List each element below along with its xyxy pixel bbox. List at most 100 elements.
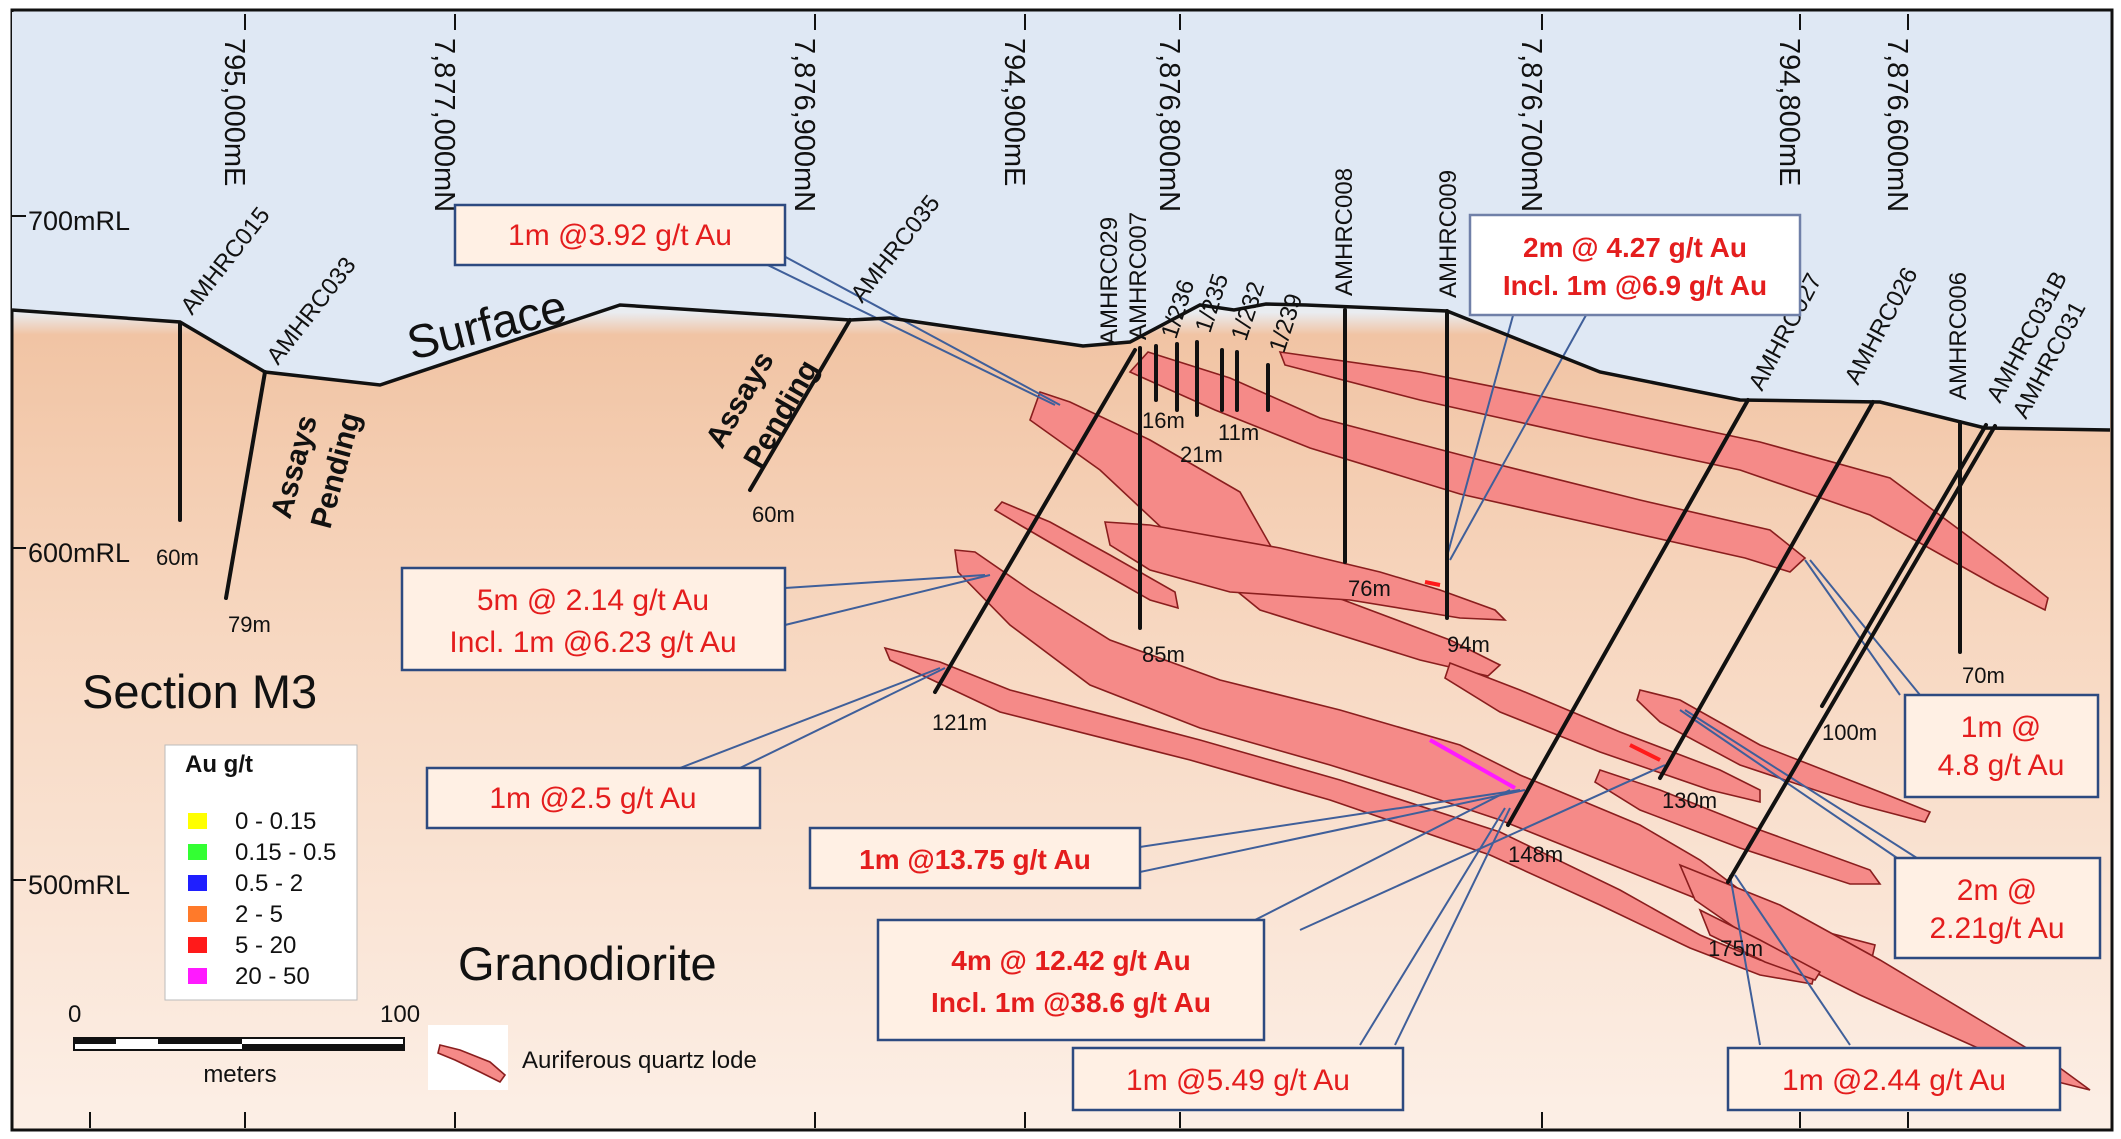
au-legend-label-1: 0 - 0.15 (235, 808, 316, 835)
au-legend: Au g/t 0 - 0.15 0.15 - 0.5 0.5 - 2 2 - 5… (164, 744, 358, 1001)
drillhole-amhrc027 (1506, 398, 1750, 827)
lode-2 (1128, 351, 1807, 573)
hole-depth-amhrc006: 70m (1962, 663, 2005, 688)
intercept-8-line-2: 4.8 g/t Au (1938, 749, 2065, 782)
intercept-8-line-1: 1m @ (1961, 711, 2041, 744)
hole-name-amhrc007: AMHRC007 (1125, 212, 1152, 340)
lode-10 (1594, 769, 1882, 885)
au-legend-swatch-4 (188, 906, 207, 922)
lode-4 (993, 501, 1180, 610)
intercept-1-line-1: 1m @3.92 g/t Au (508, 219, 732, 252)
hole-depth-amhrc033: 79m (228, 612, 271, 637)
intercept-label-9: 2m @ 2.21g/t Au (1893, 856, 2102, 960)
drillhole-amhrc029 (933, 348, 1137, 694)
coord-label-794800E: 794,800mE (1773, 38, 1805, 186)
hole-name-amhrc008: AMHRC008 (1331, 168, 1358, 296)
hole-depth-1-232: 11m (1218, 420, 1259, 445)
intercept-label-7: 1m @5.49 g/t Au (1071, 1046, 1405, 1112)
drillhole-amhrc026 (1658, 400, 1875, 780)
hole-name-amhrc029: AMHRC029 (1096, 217, 1123, 345)
rl-label-500: 500mRL (28, 870, 130, 900)
hole-depth-1-235: 21m (1180, 442, 1223, 467)
lode-5 (1103, 521, 1508, 621)
au-legend-swatch-3 (188, 875, 207, 891)
intercept-label-8: 1m @ 4.8 g/t Au (1903, 693, 2100, 799)
lode-legend-swatch (437, 1044, 507, 1084)
intercept-6-line-2: Incl. 1m @38.6 g/t Au (931, 987, 1211, 1018)
red-interval-1 (1424, 580, 1441, 587)
au-legend-label-5: 5 - 20 (235, 932, 296, 959)
coord-label-795000E: 795,000mE (218, 38, 250, 186)
coordinate-ticks (12, 14, 1909, 1128)
lode-12 (1698, 908, 1822, 981)
intercept-2-line-2: Incl. 1m @6.9 g/t Au (1503, 270, 1767, 301)
au-legend-swatch-1 (188, 813, 207, 829)
hole-name-amhrc006: AMHRC006 (1945, 272, 1972, 400)
scale-bar: 0 100 meters (68, 1001, 420, 1088)
coord-label-7876900N: 7,876,900mN (788, 38, 820, 212)
lode-9 (1636, 689, 1932, 823)
intercept-7-line-1: 1m @5.49 g/t Au (1126, 1064, 1350, 1097)
hole-depth-amhrc035: 60m (752, 502, 795, 527)
drillhole-amhrc031b (1820, 423, 1988, 708)
hole-depths: 60m 79m 60m 121m 85m 16m 21m 11m 76m 94m… (156, 408, 2005, 961)
intercept-10-line-1: 1m @2.44 g/t Au (1782, 1064, 2006, 1097)
lode-6 (954, 549, 1876, 959)
intercept-6-line-1: 4m @ 12.42 g/t Au (951, 945, 1190, 976)
section-frame (10, 8, 2114, 1132)
hole-depth-amhrc007: 85m (1142, 642, 1185, 667)
hole-depth-amhrc031: 175m (1708, 936, 1763, 961)
rock-label: Granodiorite (458, 937, 717, 990)
drillhole-amhrc033 (224, 370, 267, 600)
hole-name-amhrc009: AMHRC009 (1435, 170, 1462, 298)
drillhole-amhrc035 (748, 318, 852, 492)
lode-legend-label: Auriferous quartz lode (522, 1047, 757, 1074)
high-grade-interval (1429, 738, 1516, 790)
intercept-4-line-1: 1m @2.5 g/t Au (489, 782, 696, 815)
coord-label-7877000N: 7,877,000mN (428, 38, 460, 212)
au-legend-swatch-6 (188, 968, 207, 984)
intercept-3-line-2: Incl. 1m @6.23 g/t Au (449, 626, 736, 659)
scale-unit-label: meters (203, 1061, 276, 1088)
rl-label-600: 600mRL (28, 538, 130, 568)
coordinate-labels: 795,000mE 7,877,000mN 7,876,900mN 794,90… (218, 38, 1913, 212)
hole-depth-1-236: 16m (1142, 408, 1185, 433)
hole-depth-amhrc027: 148m (1508, 842, 1563, 867)
hole-depth-amhrc029: 121m (932, 710, 987, 735)
intercept-label-2: 2m @ 4.27 g/t Au Incl. 1m @6.9 g/t Au (1468, 213, 1802, 317)
au-legend-swatch-2 (188, 844, 207, 860)
au-legend-title: Au g/t (185, 751, 253, 778)
intercept-label-1: 1m @3.92 g/t Au (453, 203, 787, 267)
au-legend-label-2: 0.15 - 0.5 (235, 839, 336, 866)
sky-area (12, 12, 2110, 430)
rl-label-700: 700mRL (28, 206, 130, 236)
au-legend-label-4: 2 - 5 (235, 901, 283, 928)
intercept-9-line-1: 2m @ (1957, 874, 2037, 907)
coord-label-7876800N: 7,876,800mN (1153, 38, 1185, 212)
scale-end-label: 100 (380, 1001, 420, 1028)
coord-label-7876700N: 7,876,700mN (1515, 38, 1547, 212)
lode-1 (1278, 351, 2049, 612)
intercept-2-line-1: 2m @ 4.27 g/t Au (1523, 232, 1747, 263)
section-title: Section M3 (82, 665, 317, 718)
quartz-lodes (883, 351, 2091, 1091)
intercept-5-line-1: 1m @13.75 g/t Au (859, 844, 1091, 875)
intercept-label-5: 1m @13.75 g/t Au (808, 826, 1142, 890)
coord-label-7876600N: 7,876,600mN (1881, 38, 1913, 212)
intercept-label-10: 1m @2.44 g/t Au (1726, 1046, 2062, 1112)
lode-8 (1444, 661, 1761, 804)
lode-legend: Auriferous quartz lode (428, 1025, 757, 1090)
hole-depth-amhrc008: 76m (1348, 576, 1391, 601)
intercept-label-4: 1m @2.5 g/t Au (425, 766, 762, 830)
au-legend-label-3: 0.5 - 2 (235, 870, 303, 897)
hole-depth-amhrc015: 60m (156, 545, 199, 570)
intercept-label-3: 5m @ 2.14 g/t Au Incl. 1m @6.23 g/t Au (400, 566, 787, 672)
intercept-3-line-1: 5m @ 2.14 g/t Au (477, 584, 709, 617)
drillhole-amhrc031 (1726, 424, 1997, 884)
lode-3 (1029, 390, 1502, 677)
au-legend-swatch-5 (188, 937, 207, 953)
scale-start-label: 0 (68, 1001, 81, 1028)
leader-lines (679, 253, 1921, 1046)
drill-holes (178, 308, 1997, 884)
